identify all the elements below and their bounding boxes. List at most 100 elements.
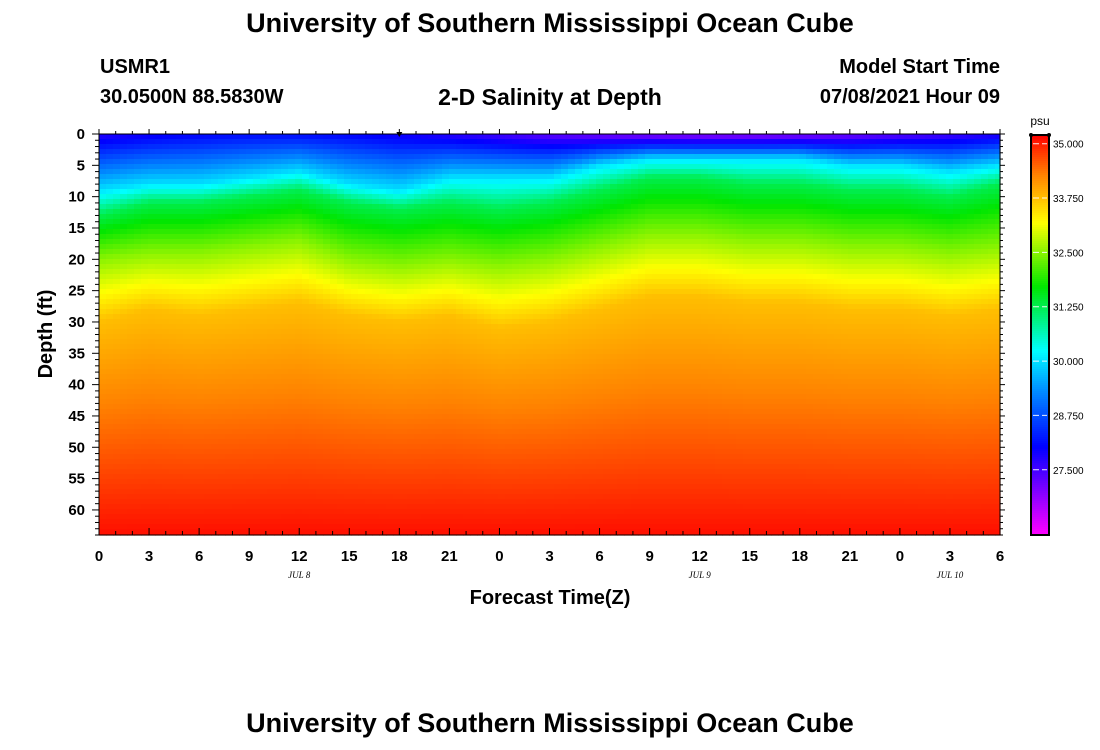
heatmap-cell (190, 454, 198, 460)
heatmap-cell (491, 179, 499, 185)
heatmap-cell (512, 149, 520, 155)
heatmap-cell (344, 244, 352, 250)
heatmap-cell (351, 199, 359, 205)
heatmap-cell (246, 294, 254, 300)
heatmap-cell (505, 234, 513, 240)
heatmap-cell (358, 204, 366, 210)
heatmap-cell (393, 389, 401, 395)
heatmap-cell (204, 419, 212, 425)
heatmap-cell (379, 199, 387, 205)
heatmap-cell (148, 139, 156, 145)
heatmap-cell (400, 444, 408, 450)
heatmap-cell (400, 194, 408, 200)
heatmap-cell (162, 514, 170, 520)
heatmap-cell (463, 359, 471, 365)
heatmap-cell (456, 189, 464, 195)
heatmap-cell (379, 164, 387, 170)
heatmap-cell (127, 339, 135, 345)
heatmap-cell (309, 424, 317, 430)
heatmap-cell (505, 524, 513, 530)
heatmap-cell (225, 284, 233, 290)
heatmap-cell (155, 384, 163, 390)
heatmap-cell (351, 484, 359, 490)
heatmap-cell (428, 234, 436, 240)
heatmap-cell (456, 384, 464, 390)
heatmap-cell (386, 389, 394, 395)
heatmap-cell (309, 529, 317, 535)
heatmap-cell (365, 464, 373, 470)
heatmap-cell (351, 179, 359, 185)
heatmap-cell (162, 279, 170, 285)
heatmap-cell (407, 174, 415, 180)
heatmap-cell (491, 439, 499, 445)
heatmap-cell (491, 299, 499, 305)
heatmap-cell (449, 429, 457, 435)
heatmap-cell (435, 319, 443, 325)
heatmap-cell (204, 329, 212, 335)
heatmap-cell (197, 439, 205, 445)
heatmap-cell (239, 504, 247, 510)
heatmap-cell (449, 459, 457, 465)
heatmap-cell (414, 134, 422, 140)
heatmap-cell (211, 454, 219, 460)
heatmap-cell (379, 509, 387, 515)
heatmap-cell (337, 329, 345, 335)
heatmap-cell (218, 209, 226, 215)
heatmap-cell (162, 469, 170, 475)
heatmap-cell (512, 184, 520, 190)
heatmap-cell (519, 529, 527, 535)
heatmap-cell (288, 469, 296, 475)
heatmap-cell (442, 274, 450, 280)
heatmap-cell (330, 514, 338, 520)
heatmap-cell (519, 184, 527, 190)
heatmap-cell (225, 344, 233, 350)
heatmap-cell (512, 159, 520, 165)
heatmap-cell (281, 159, 289, 165)
heatmap-cell (127, 464, 135, 470)
heatmap-cell (99, 444, 107, 450)
heatmap-cell (421, 249, 429, 255)
heatmap-cell (379, 349, 387, 355)
heatmap-cell (134, 439, 142, 445)
heatmap-cell (407, 279, 415, 285)
heatmap-cell (484, 144, 492, 150)
heatmap-cell (484, 279, 492, 285)
heatmap-cell (358, 464, 366, 470)
heatmap-cell (309, 154, 317, 160)
heatmap-cell (393, 374, 401, 380)
heatmap-cell (386, 434, 394, 440)
heatmap-cell (421, 364, 429, 370)
heatmap-cell (288, 514, 296, 520)
heatmap-cell (281, 164, 289, 170)
heatmap-cell (351, 384, 359, 390)
heatmap-cell (470, 184, 478, 190)
heatmap-cell (449, 204, 457, 210)
heatmap-cell (176, 354, 184, 360)
heatmap-cell (211, 369, 219, 375)
heatmap-cell (246, 374, 254, 380)
heatmap-cell (463, 394, 471, 400)
heatmap-cell (372, 394, 380, 400)
heatmap-cell (281, 229, 289, 235)
heatmap-cell (106, 494, 114, 500)
heatmap-cell (526, 199, 534, 205)
heatmap-cell (204, 199, 212, 205)
heatmap-cell (246, 349, 254, 355)
heatmap-cell (400, 279, 408, 285)
heatmap-cell (162, 214, 170, 220)
heatmap-cell (400, 469, 408, 475)
heatmap-cell (442, 469, 450, 475)
heatmap-cell (155, 209, 163, 215)
heatmap-cell (400, 154, 408, 160)
heatmap-cell (113, 209, 121, 215)
heatmap-cell (232, 199, 240, 205)
heatmap-cell (463, 159, 471, 165)
heatmap-cell (428, 339, 436, 345)
heatmap-cell (281, 409, 289, 415)
heatmap-cell (379, 384, 387, 390)
heatmap-cell (134, 509, 142, 515)
heatmap-cell (190, 219, 198, 225)
heatmap-cell (491, 194, 499, 200)
heatmap-cell (407, 414, 415, 420)
heatmap-cell (491, 224, 499, 230)
